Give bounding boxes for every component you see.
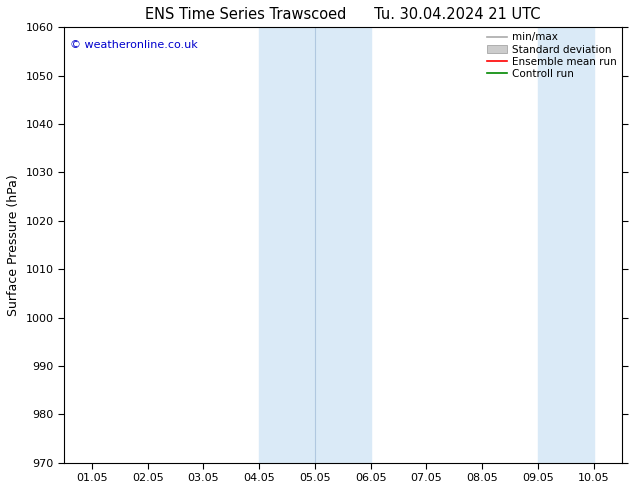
Bar — [259, 27, 371, 463]
Legend: min/max, Standard deviation, Ensemble mean run, Controll run: min/max, Standard deviation, Ensemble me… — [484, 30, 618, 81]
Bar — [538, 27, 593, 463]
Title: ENS Time Series Trawscoed      Tu. 30.04.2024 21 UTC: ENS Time Series Trawscoed Tu. 30.04.2024… — [145, 7, 541, 22]
Text: © weatheronline.co.uk: © weatheronline.co.uk — [70, 40, 197, 50]
Y-axis label: Surface Pressure (hPa): Surface Pressure (hPa) — [7, 174, 20, 316]
